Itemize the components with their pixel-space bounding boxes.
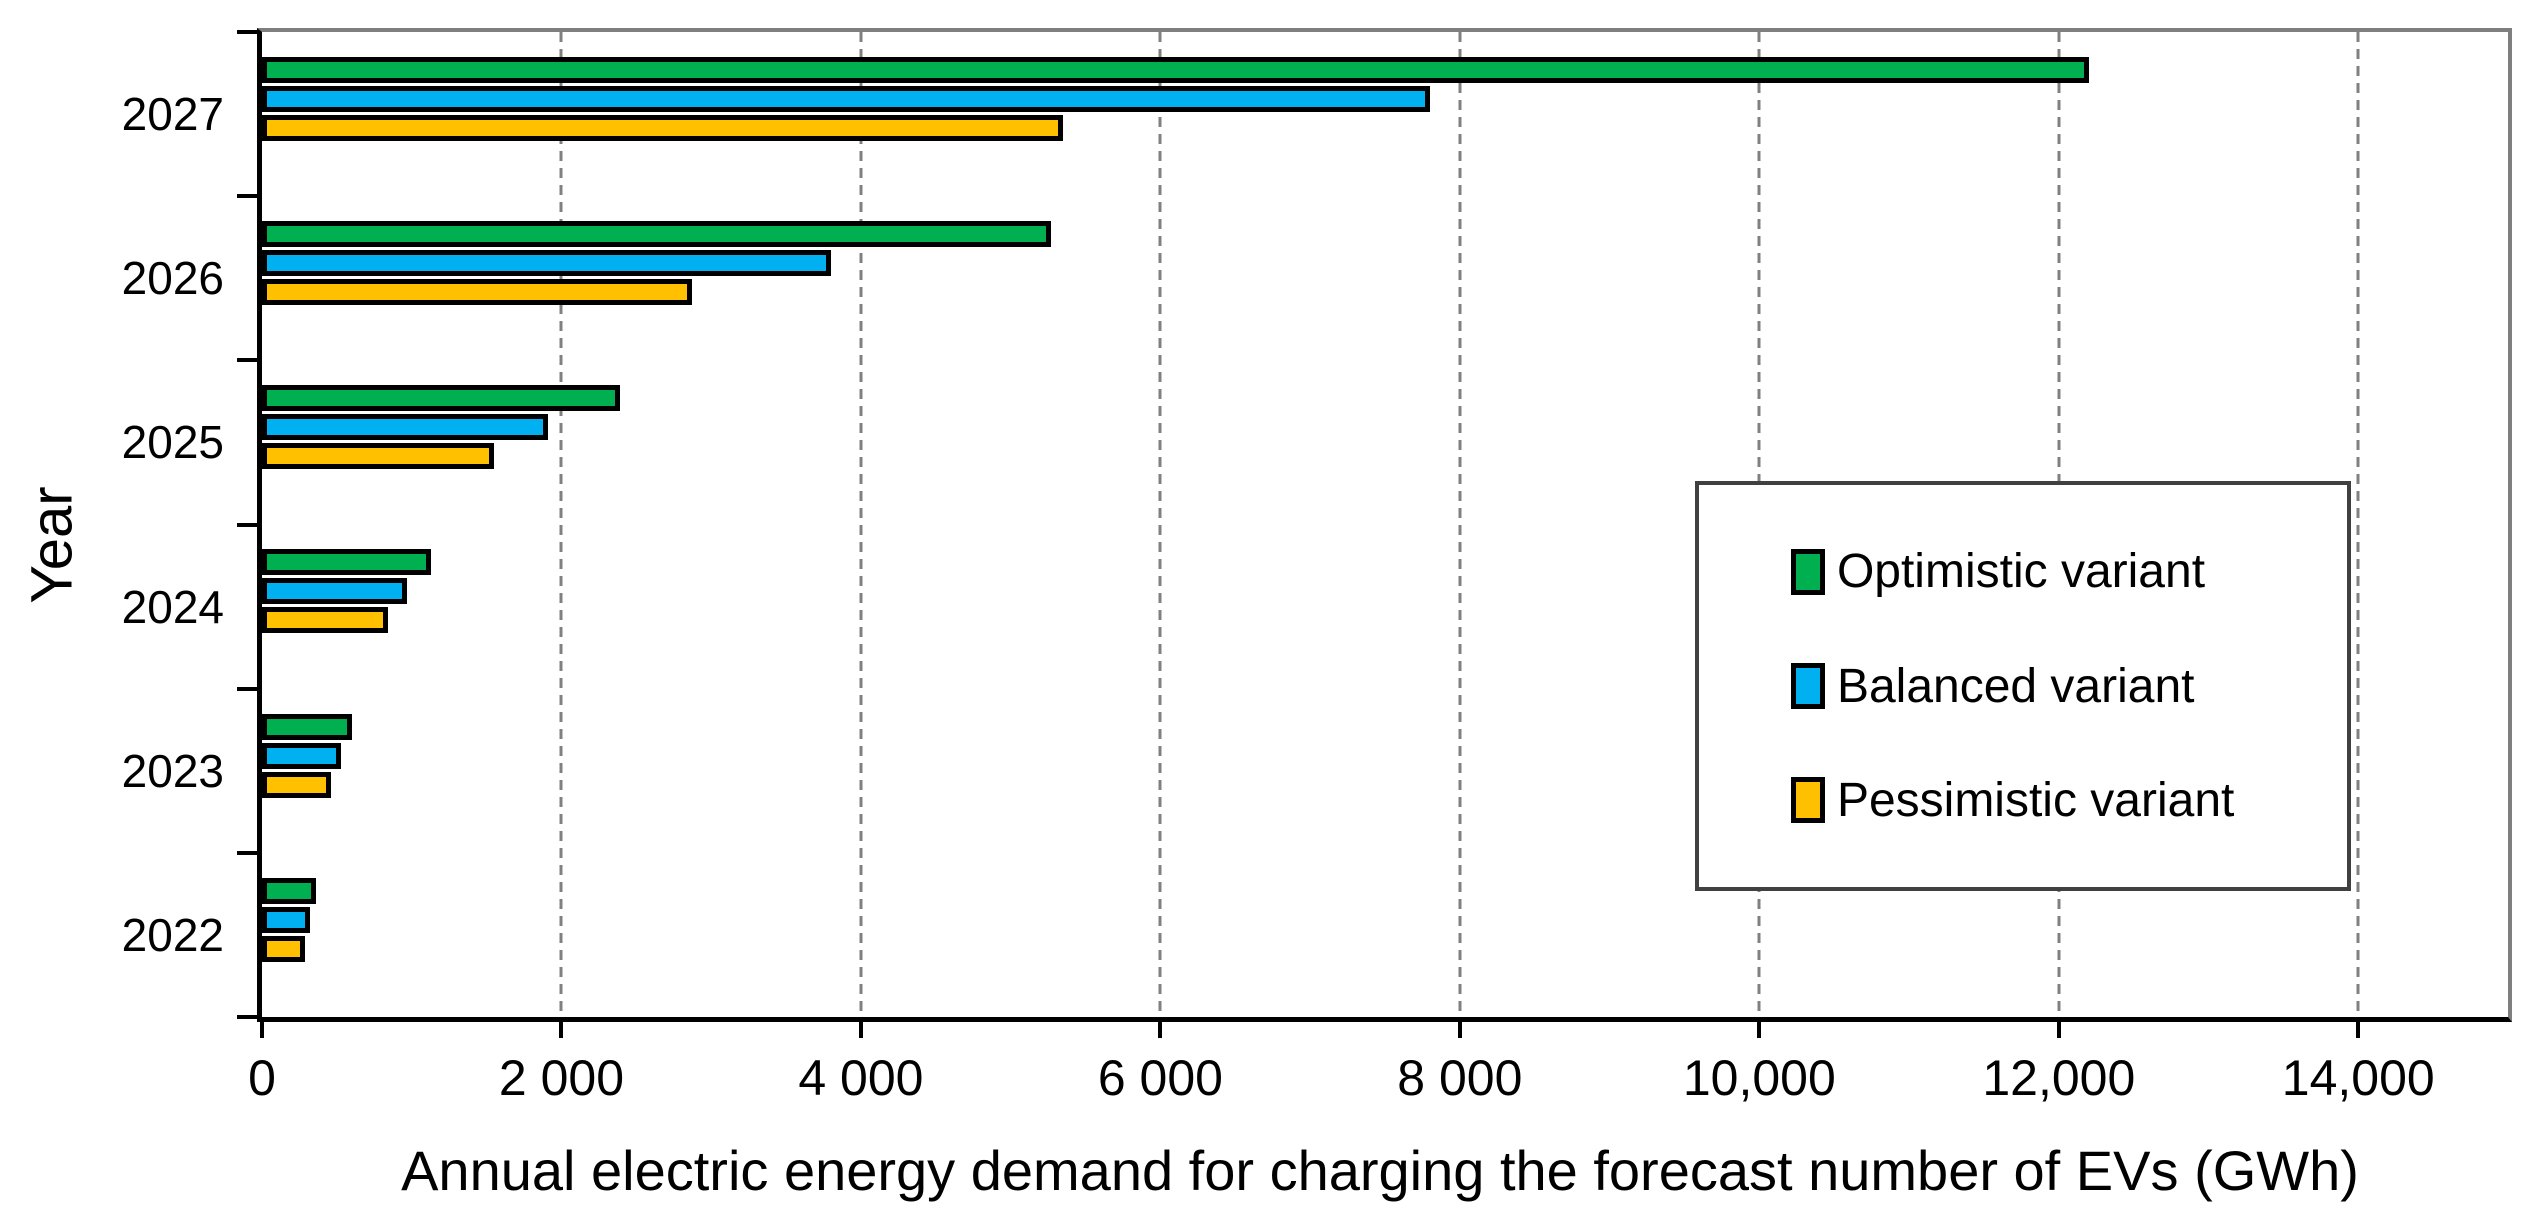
y-tick-label-2027: 2027 — [121, 88, 224, 141]
y-axis-tick — [237, 522, 257, 527]
gridline-x-4000 — [859, 32, 863, 1017]
x-tick-label-4000: 4 000 — [798, 1050, 924, 1106]
x-axis-tick-12000 — [2056, 1022, 2061, 1038]
bar-2022-pessimistic-variant — [262, 935, 306, 962]
bar-2024-pessimistic-variant — [262, 607, 388, 634]
y-axis-tick — [237, 1015, 257, 1019]
bar-2022-balanced-variant — [262, 906, 310, 933]
y-tick-label-2026: 2026 — [121, 252, 224, 305]
bar-2025-pessimistic-variant — [262, 443, 495, 470]
bar-2024-optimistic-variant — [262, 549, 432, 576]
y-tick-label-2024: 2024 — [121, 580, 224, 633]
optimistic-swatch-icon — [1790, 548, 1825, 595]
gridline-x-2000 — [559, 32, 563, 1017]
y-axis-tick — [237, 358, 257, 363]
category-row-2025 — [262, 360, 2508, 524]
y-tick-label-2025: 2025 — [121, 416, 224, 469]
x-axis-tick-8000 — [1457, 1022, 1462, 1038]
bar-2025-balanced-variant — [262, 414, 548, 441]
category-row-2024 — [262, 524, 2508, 688]
legend-label: Balanced variant — [1836, 659, 2195, 713]
legend-item-pessimistic-variant: Pessimistic variant — [1790, 773, 2347, 828]
bar-2023-pessimistic-variant — [262, 771, 331, 798]
legend-item-optimistic-variant: Optimistic variant — [1790, 544, 2347, 599]
x-tick-label-12000: 12,000 — [1982, 1050, 2136, 1106]
y-axis-tick — [237, 850, 257, 855]
y-tick-label-2022: 2022 — [121, 908, 224, 961]
legend: Optimistic variant Balanced variant Pessim… — [1694, 481, 2351, 891]
gridline-x-8000 — [1458, 32, 1462, 1017]
x-axis-tick-6000 — [1158, 1022, 1163, 1038]
y-axis-tick — [237, 194, 257, 199]
bar-2027-pessimistic-variant — [262, 115, 1064, 141]
category-row-2022 — [262, 853, 2508, 1017]
y-axis-tick — [237, 686, 257, 691]
category-row-2027 — [262, 32, 2508, 196]
x-tick-label-2000: 2 000 — [498, 1050, 625, 1106]
x-tick-label-10000: 10,000 — [1682, 1050, 1836, 1106]
gridline-x-6000 — [1158, 32, 1162, 1017]
plot-area: 2027 2026 2025 2024 2023 2022 0 2 000 4 000 6 000… — [122, 28, 2512, 1106]
bar-2026-optimistic-variant — [262, 221, 1052, 248]
bar-2025-optimistic-variant — [262, 385, 620, 412]
x-tick-label-0: 0 — [248, 1050, 276, 1106]
bar-2026-balanced-variant — [262, 250, 831, 277]
y-axis-tick — [237, 30, 257, 34]
gridline-x-14000 — [2356, 32, 2360, 1017]
y-tick-label-2023: 2023 — [121, 744, 224, 797]
x-axis-tick-4000 — [858, 1022, 863, 1038]
bar-2027-balanced-variant — [262, 86, 1430, 112]
bar-2024-balanced-variant — [262, 578, 408, 605]
x-tick-label-8000: 8 000 — [1397, 1050, 1523, 1106]
bar-2022-optimistic-variant — [262, 877, 316, 904]
x-axis-tick-10000 — [1757, 1022, 1762, 1038]
x-tick-label-6000: 6 000 — [1097, 1050, 1223, 1106]
category-row-2026 — [262, 196, 2508, 360]
pessimistic-swatch-icon — [1790, 777, 1825, 824]
category-row-2023 — [262, 689, 2508, 853]
x-tick-label-14000: 14,000 — [2281, 1050, 2435, 1106]
legend-label: Optimistic variant — [1836, 545, 2206, 599]
x-axis-title: Annual electric energy demand for chargi… — [401, 1139, 2359, 1202]
bar-2023-optimistic-variant — [262, 713, 352, 740]
bar-2026-pessimistic-variant — [262, 279, 692, 306]
legend-label: Pessimistic variant — [1836, 773, 2235, 827]
x-axis-tick-0 — [260, 1022, 264, 1038]
bar-2023-balanced-variant — [262, 742, 342, 769]
legend-item-balanced-variant: Balanced variant — [1790, 659, 2347, 714]
x-axis-tick-2000 — [559, 1022, 564, 1038]
bar-2027-optimistic-variant — [262, 57, 2089, 83]
y-axis-title: Year — [19, 486, 85, 604]
x-axis-tick-14000 — [2356, 1022, 2361, 1038]
balanced-swatch-icon — [1790, 663, 1825, 710]
